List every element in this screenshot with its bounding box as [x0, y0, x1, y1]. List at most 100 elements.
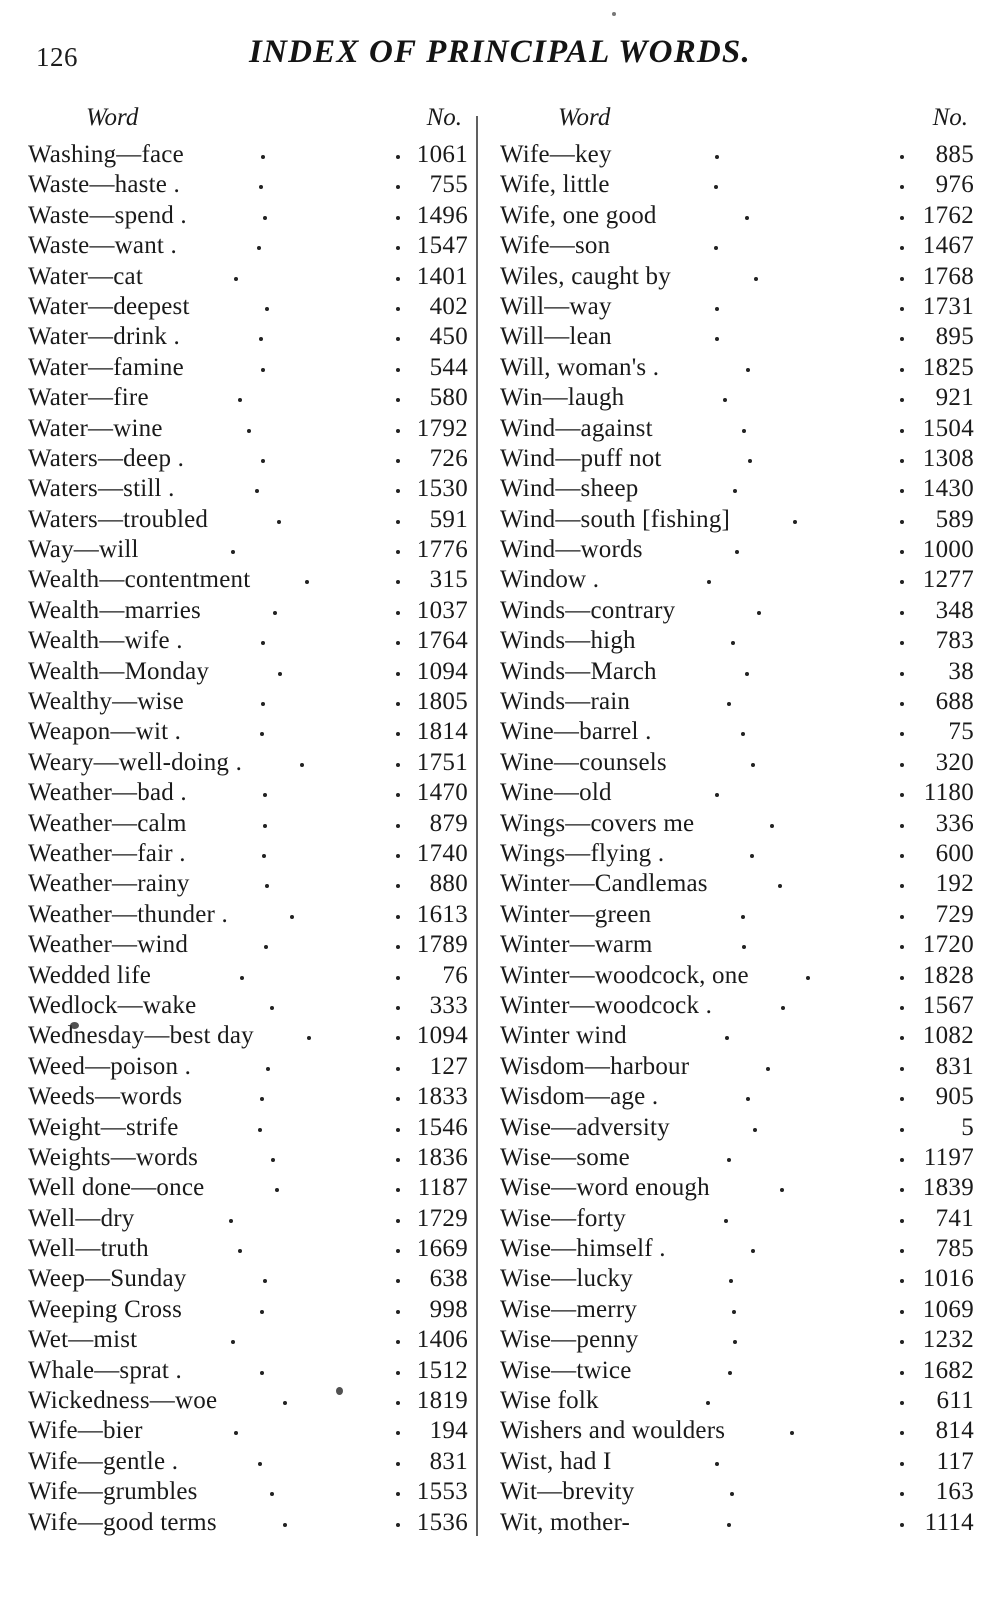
index-entry: Wings—flying . 600: [500, 839, 974, 869]
entry-leader-dots: [755, 975, 904, 983]
entry-word: Way—will: [28, 536, 139, 564]
entry-word: Weather—calm: [28, 809, 187, 837]
entry-number: 1232: [922, 1326, 974, 1354]
entry-word: Water—cat: [28, 262, 143, 290]
entry-leader-dots: [185, 1127, 400, 1135]
entry-number: 1504: [922, 414, 974, 442]
entry-word: Wisdom—harbour: [500, 1052, 690, 1080]
entry-number: 905: [935, 1083, 974, 1111]
entry-leader-dots: [644, 489, 904, 496]
index-entry: Weed—poison . 127: [28, 1052, 468, 1082]
index-entry: Water—cat 1401: [28, 262, 468, 292]
entry-word: Wife—bier: [28, 1417, 143, 1445]
entry-leader-dots: [649, 550, 904, 557]
index-entry: Wine—counsels 320: [500, 748, 974, 778]
entry-leader-dots: [188, 1097, 400, 1104]
entry-word: Weeping Cross: [28, 1295, 183, 1323]
entry-number: 1776: [416, 536, 468, 564]
entry-number: 1567: [922, 991, 974, 1019]
running-head: INDEX OF PRINCIPAL WORDS.: [249, 34, 751, 70]
entry-number: 1530: [416, 475, 468, 503]
entry-number: 998: [429, 1295, 468, 1323]
entry-word: Weather—wind: [28, 931, 189, 959]
index-entry: Winter wind 1082: [500, 1021, 974, 1051]
entry-leader-dots: [169, 428, 400, 436]
entry-number: 163: [935, 1478, 974, 1506]
entry-word: Wedded life: [28, 961, 152, 989]
index-column-left: Word No. Washing—face 1061 Waste—haste . 75…: [0, 104, 478, 1538]
entry-word: Win—laugh: [500, 384, 625, 412]
entry-word: Weapon—wit .: [28, 718, 182, 746]
entry-leader-dots: [196, 306, 400, 314]
entry-leader-dots: [630, 398, 904, 405]
entry-leader-dots: [665, 367, 904, 375]
entry-word: Wife—grumbles: [28, 1478, 198, 1506]
entry-number: 1000: [922, 536, 974, 564]
index-entry: Well—dry 1729: [28, 1204, 468, 1234]
entry-number: 1277: [922, 566, 974, 594]
index-entry: Waters—troubled 591: [28, 505, 468, 535]
index-entry: Weather—calm 879: [28, 809, 468, 839]
entry-number: 1308: [922, 444, 974, 472]
index-entry: Winter—warm 1720: [500, 930, 974, 960]
index-entry: Well done—once 1187: [28, 1173, 468, 1203]
entry-number: 544: [429, 353, 468, 381]
entry-word: Wind—puff not: [500, 444, 662, 472]
entry-leader-dots: [670, 853, 904, 861]
entry-word: Weather—fair .: [28, 839, 186, 867]
entry-leader-dots: [716, 1188, 904, 1195]
entry-leader-dots: [155, 1249, 400, 1256]
entry-word: Wine—counsels: [500, 748, 667, 776]
entry-word: Well—truth: [28, 1235, 149, 1263]
index-entry: Well—truth 1669: [28, 1234, 468, 1264]
index-entry: Wife—bier 194: [28, 1416, 468, 1446]
index-entry: Wisdom—harbour 831: [500, 1052, 974, 1082]
entry-number: 1720: [922, 931, 974, 959]
entry-word: Wednesday—best day: [28, 1022, 254, 1050]
entry-word: Wind—words: [500, 536, 643, 564]
index-entry: Weather—fair . 1740: [28, 839, 468, 869]
entry-leader-dots: [714, 884, 904, 891]
entry-number: 1819: [416, 1387, 468, 1415]
entry-leader-dots: [632, 1218, 904, 1226]
entry-leader-dots: [256, 580, 400, 587]
entry-word: Waste—spend .: [28, 201, 187, 229]
index-entry: Wife—good terms 1536: [28, 1508, 468, 1538]
entry-number: 1814: [416, 718, 468, 746]
index-entry: Wind—sheep 1430: [500, 474, 974, 504]
entry-leader-dots: [223, 1401, 400, 1408]
entry-word: Wise—adversity: [500, 1113, 670, 1141]
index-entry: Weight—strife 1546: [28, 1113, 468, 1143]
index-entry: Wishers and woulders 814: [500, 1416, 974, 1446]
index-entry: Wise folk 611: [500, 1386, 974, 1416]
entry-number: 814: [935, 1417, 974, 1445]
entry-leader-dots: [657, 914, 904, 922]
entry-number: 194: [429, 1417, 468, 1445]
entry-word: Will, woman's .: [500, 353, 660, 381]
entry-word: Wife—gentle .: [28, 1447, 179, 1475]
entry-number: 1536: [416, 1508, 468, 1536]
entry-leader-dots: [193, 793, 400, 800]
index-entry: Wealth—Monday 1094: [28, 657, 468, 687]
entry-word: Winter—warm: [500, 931, 653, 959]
index-entry: Win—laugh 921: [500, 383, 974, 413]
index-columns: Word No. Washing—face 1061 Waste—haste . 75…: [0, 104, 1000, 1538]
column-header-no: No.: [932, 104, 968, 131]
index-entry: Water—deepest 402: [28, 292, 468, 322]
entry-word: Well done—once: [28, 1174, 205, 1202]
index-entry: Wife—grumbles 1553: [28, 1477, 468, 1507]
index-entry: Wise—lucky 1016: [500, 1264, 974, 1294]
entry-leader-dots: [223, 1522, 400, 1530]
entry-leader-dots: [641, 1492, 904, 1499]
entry-word: Waters—deep .: [28, 444, 185, 472]
index-entry: Wise—some 1197: [500, 1143, 974, 1173]
index-entry: Water—wine 1792: [28, 414, 468, 444]
entry-word: Weather—rainy: [28, 870, 190, 898]
entry-word: Winds—high: [500, 627, 636, 655]
index-entry: Weather—thunder . 1613: [28, 900, 468, 930]
entry-number: 895: [935, 323, 974, 351]
index-entry: Wise—himself . 785: [500, 1234, 974, 1264]
index-entry: Weep—Sunday 638: [28, 1264, 468, 1294]
entry-word: Wise—lucky: [500, 1265, 633, 1293]
entry-word: Wings—covers me: [500, 809, 695, 837]
